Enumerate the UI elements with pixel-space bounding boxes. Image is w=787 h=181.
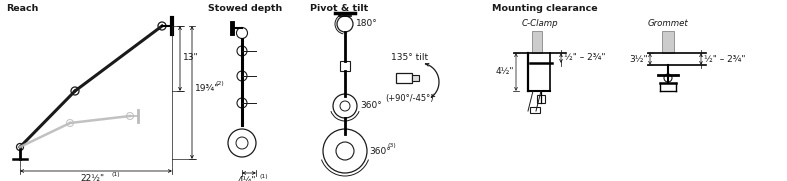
- Text: 360°: 360°: [369, 146, 391, 155]
- Bar: [537, 95, 545, 103]
- Bar: [662, 31, 674, 53]
- Text: 13": 13": [183, 53, 198, 62]
- Text: 4½": 4½": [496, 68, 514, 77]
- Text: 3½": 3½": [630, 54, 648, 64]
- Text: C-Clamp: C-Clamp: [522, 19, 558, 28]
- Text: 19¾": 19¾": [195, 84, 220, 93]
- Text: (3): (3): [387, 142, 396, 148]
- Text: 22½": 22½": [80, 174, 104, 181]
- Text: Pivot & tilt: Pivot & tilt: [310, 4, 368, 13]
- Text: ½" – 2¾": ½" – 2¾": [704, 54, 745, 64]
- Text: 360°: 360°: [360, 100, 382, 110]
- Text: 135° tilt: 135° tilt: [391, 54, 429, 62]
- Text: Reach: Reach: [6, 4, 39, 13]
- Text: (2): (2): [215, 81, 224, 86]
- Text: (+90°/-45°): (+90°/-45°): [386, 94, 434, 102]
- Text: Mounting clearance: Mounting clearance: [492, 4, 597, 13]
- Bar: [412, 75, 419, 81]
- Text: (1): (1): [112, 172, 120, 177]
- Text: 180°: 180°: [356, 18, 378, 28]
- Bar: [340, 61, 350, 71]
- Text: Grommet: Grommet: [648, 19, 689, 28]
- Text: ½" – 2¾": ½" – 2¾": [564, 54, 605, 62]
- Bar: [396, 73, 412, 83]
- Text: (1): (1): [259, 174, 268, 179]
- Bar: [530, 107, 540, 113]
- Text: 4¼": 4¼": [238, 176, 257, 181]
- Bar: [532, 31, 542, 53]
- Text: Stowed depth: Stowed depth: [208, 4, 283, 13]
